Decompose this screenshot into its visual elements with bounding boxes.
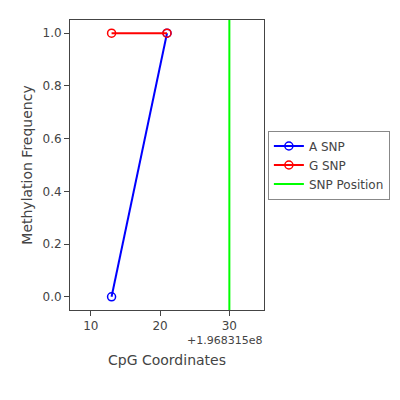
svg-text:SNP Position: SNP Position: [309, 178, 383, 192]
svg-text:CpG Coordinates: CpG Coordinates: [108, 352, 226, 368]
svg-text:0.6: 0.6: [43, 132, 62, 146]
svg-text:20: 20: [152, 319, 167, 333]
svg-text:30: 30: [222, 319, 237, 333]
svg-text:0.2: 0.2: [43, 237, 62, 251]
svg-text:+1.968315e8: +1.968315e8: [187, 334, 262, 347]
svg-text:G SNP: G SNP: [309, 159, 346, 173]
svg-text:0.8: 0.8: [43, 79, 62, 93]
svg-text:10: 10: [83, 319, 98, 333]
svg-text:0.0: 0.0: [43, 290, 62, 304]
svg-text:1.0: 1.0: [43, 26, 62, 40]
svg-text:A SNP: A SNP: [309, 140, 345, 154]
svg-text:0.4: 0.4: [43, 185, 62, 199]
svg-text:Methylation Frequency: Methylation Frequency: [19, 85, 35, 244]
